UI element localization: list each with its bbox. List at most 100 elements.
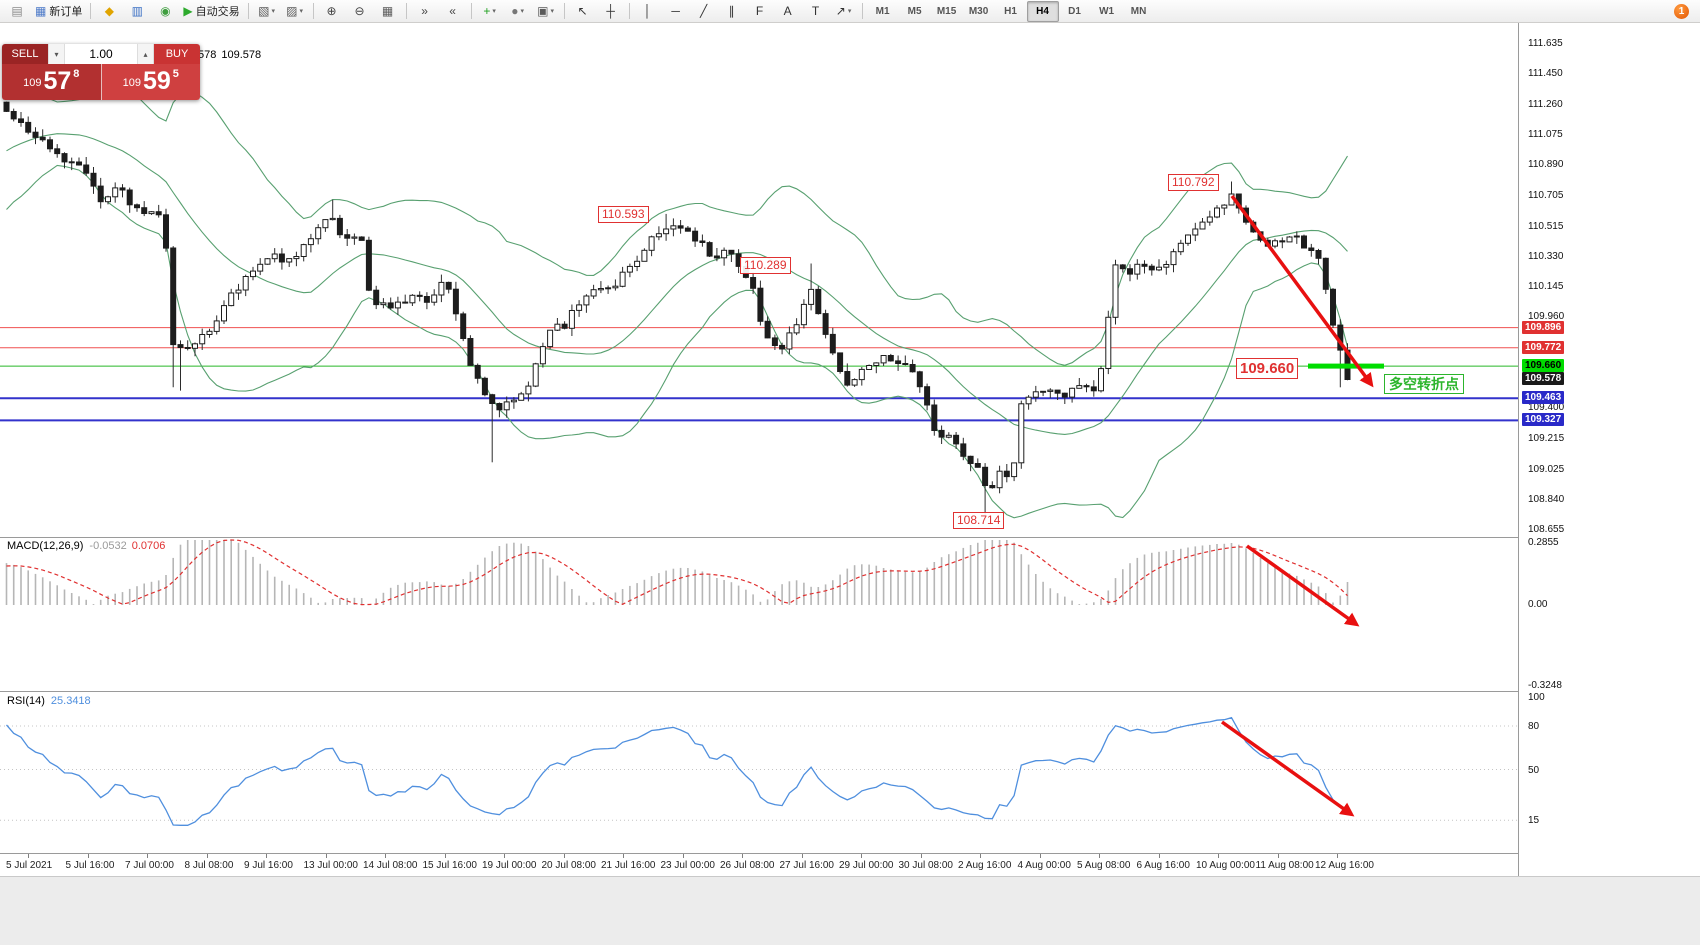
auto-scroll-button[interactable]: »	[411, 1, 439, 22]
auto-trading-button-label: 自动交易	[195, 6, 240, 18]
alert-badge[interactable]: 1	[1674, 3, 1689, 19]
macd-scale-label: 0.00	[1528, 599, 1548, 610]
volume-increase-button[interactable]: ▴	[137, 44, 154, 64]
new-order-icon: ▦	[35, 4, 47, 18]
panel-separator[interactable]	[0, 691, 1700, 692]
tile-windows-button[interactable]: ▦	[374, 1, 402, 22]
time-axis-tick	[1039, 854, 1041, 858]
volume-input[interactable]: 1.00	[89, 47, 113, 61]
new-order-button[interactable]: ▦ 新订单	[31, 1, 86, 22]
price-axis-tick: 108.840	[1528, 493, 1565, 505]
channel-button[interactable]: ∥	[718, 1, 746, 22]
rsi-label: RSI(14)	[7, 695, 45, 707]
time-axis-label: 14 Jul 08:00	[363, 860, 418, 871]
time-axis-label: 30 Jul 08:00	[898, 860, 954, 871]
timeframe-w1[interactable]: W1	[1099, 5, 1115, 17]
time-axis-label: 13 Jul 00:00	[303, 860, 359, 871]
cursor-button[interactable]: ↖	[569, 1, 597, 22]
time-axis-label: 29 Jul 00:00	[839, 860, 894, 871]
macd-canvas[interactable]	[0, 538, 1518, 690]
profiles-icon[interactable]: ◆	[95, 1, 123, 22]
period-button[interactable]: ● ▾	[504, 1, 532, 22]
text-button[interactable]: A	[774, 1, 802, 22]
trendline-button[interactable]: ╱	[690, 1, 718, 22]
template-button[interactable]: ▣ ▾	[532, 1, 560, 22]
chevron-down-icon: ▾	[271, 8, 275, 15]
panel-separator[interactable]	[0, 537, 1700, 538]
time-axis-label: 12 Aug 16:00	[1315, 860, 1374, 871]
template-icon: ▣	[537, 4, 549, 18]
auto-scroll-icon: »	[421, 4, 428, 18]
time-axis-tick	[861, 854, 862, 858]
window-icon[interactable]: ▤	[3, 1, 31, 22]
macd-signal-value: 0.0706	[131, 540, 166, 552]
timeframe-m15[interactable]: M15	[936, 5, 957, 17]
timeframe-mn[interactable]: MN	[1130, 5, 1147, 17]
market-watch-icon[interactable]: ▥	[123, 1, 151, 22]
zoom-out-button[interactable]: ⊖	[346, 1, 374, 22]
time-axis-tick	[1277, 854, 1279, 858]
add-indicator-button[interactable]: + ▾	[476, 1, 504, 22]
label-button[interactable]: T	[802, 1, 830, 22]
fibonacci-button[interactable]: F	[746, 1, 774, 22]
time-axis-tick	[742, 854, 743, 858]
timeframe-m5[interactable]: M5	[907, 5, 922, 17]
chart-profile-button[interactable]: ▨ ▾	[281, 1, 309, 22]
arrows-button[interactable]: ↗ ▾	[830, 1, 858, 22]
price-chart-canvas[interactable]	[0, 37, 1518, 537]
time-axis-tick	[1099, 854, 1100, 858]
sell-price-button[interactable]: 109 57 8	[2, 64, 102, 100]
time-axis-tick	[385, 854, 386, 858]
vline-button[interactable]: │	[634, 1, 662, 22]
toolbar-separator	[628, 3, 630, 19]
price-level-badge: 109.578	[1522, 372, 1565, 386]
time-axis-label: 6 Aug 16:00	[1136, 860, 1190, 871]
new-chart-button[interactable]: ▧ ▾	[253, 1, 281, 22]
hline-button[interactable]: ─	[662, 1, 690, 22]
auto-trading-button[interactable]: ▶ 自动交易	[179, 1, 243, 22]
volume-decrease-button[interactable]: ▾	[48, 44, 65, 64]
time-axis[interactable]: 5 Jul 2021 5 Jul 16:00 7 Jul 00:00 8 Jul 08…	[0, 854, 1518, 875]
new-order-button-label: 新订单	[49, 6, 83, 18]
crosshair-button[interactable]: ┼	[597, 1, 625, 22]
buy-price-button[interactable]: 109 59 5	[101, 64, 200, 100]
sell-price-sup: 8	[73, 68, 80, 80]
price-axis-tick: 109.215	[1528, 432, 1565, 444]
time-axis-tick	[1158, 854, 1160, 858]
panel-separator	[0, 853, 1700, 854]
buy-header-button[interactable]: BUY	[154, 44, 200, 64]
sell-header-button[interactable]: SELL	[2, 44, 48, 64]
rsi-scale-label: 80	[1528, 721, 1540, 732]
price-axis-tick: 110.145	[1528, 280, 1564, 292]
chart-shift-button[interactable]: «	[439, 1, 467, 22]
toolbar-separator	[405, 3, 407, 19]
new-chart-icon: ▧	[258, 4, 270, 18]
time-axis-label: 19 Jul 00:00	[482, 860, 537, 871]
price-annotation: 110.289	[740, 257, 791, 274]
price-axis[interactable]: 111.635 111.450 111.260 111.075 110.890 110.7…	[1518, 23, 1700, 876]
timeframe-h1[interactable]: H1	[1004, 5, 1017, 17]
time-axis-tick	[920, 854, 922, 858]
chevron-down-icon: ▾	[520, 8, 524, 15]
timeframe-d1[interactable]: D1	[1068, 5, 1081, 17]
chart-shift-icon: «	[449, 4, 456, 18]
channel-icon: ∥	[728, 4, 735, 18]
macd-panel-title: MACD(12,26,9) -0.0532 0.0706	[7, 540, 165, 552]
macd-label: MACD(12,26,9)	[7, 540, 84, 552]
zoom-in-icon: ⊕	[326, 4, 337, 18]
timeframe-h4[interactable]: H4	[1026, 0, 1059, 22]
time-axis-label: 5 Jul 16:00	[65, 860, 115, 871]
price-annotation: 109.660	[1236, 358, 1299, 379]
time-axis-label: 15 Jul 16:00	[422, 860, 478, 871]
tile-windows-icon: ▦	[381, 4, 394, 18]
rsi-canvas[interactable]	[0, 693, 1518, 852]
price-axis-tick: 110.330	[1528, 250, 1564, 262]
timeframe-m1[interactable]: M1	[875, 5, 890, 17]
toolbar-separator	[563, 3, 565, 19]
time-axis-label: 5 Jul 2021	[6, 860, 53, 871]
label-icon: T	[811, 4, 820, 18]
timeframe-m30[interactable]: M30	[968, 5, 989, 17]
time-axis-tick	[1218, 854, 1219, 858]
zoom-in-button[interactable]: ⊕	[318, 1, 346, 22]
navigator-icon[interactable]: ◉	[151, 1, 179, 22]
